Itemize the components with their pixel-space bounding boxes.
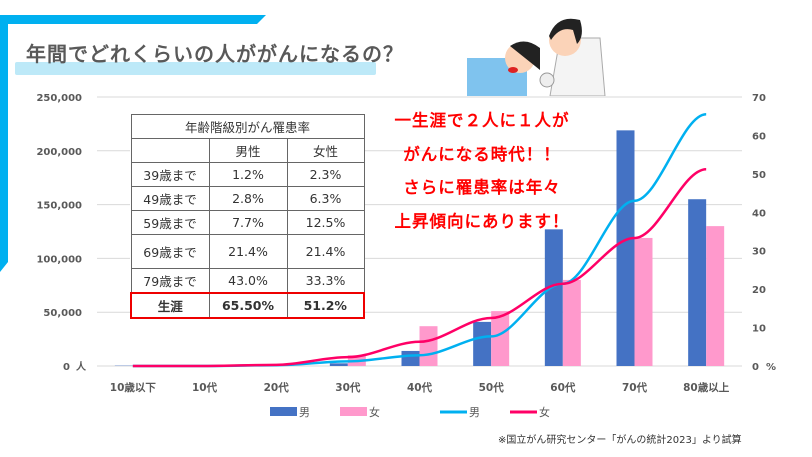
legend-swatch [340,407,367,416]
table-cell: 1.2% [208,162,288,187]
right-tick-label: 30 [752,247,766,258]
right-tick-label: 40 [752,208,766,219]
line-female [132,167,707,368]
incidence-table: 年齢階級別がん罹患率 男性 女性 39歳まで 1.2% 2.3% 49歳まで 2.8% 6… [130,114,365,319]
x-tick-label: 40代 [407,381,433,394]
table-cell: 39歳まで [130,162,210,187]
x-tick-label: 70代 [622,381,648,394]
message-line: 一生涯で２人に１人が [394,111,570,130]
left-tick-label: 200,000 [36,147,82,158]
left-tick-label: 250,000 [36,93,82,104]
bar-female [419,326,438,366]
table-cell: 2.3% [286,162,365,187]
bar-female [491,311,510,366]
table-cell: 49歳まで [130,186,210,211]
table-cell: 12.5% [286,210,365,235]
x-tick-label: 60代 [550,381,576,394]
bar-female [634,237,653,366]
doctor-patient-illustration [467,18,606,96]
legend-label: 男 [469,406,480,419]
bar-male [544,229,563,366]
message-line: 上昇傾向にあります！ [394,211,570,231]
table-title: 年齢階級別がん罹患率 [130,114,365,139]
x-tick-label: 80歳以上 [683,381,730,394]
x-tick-label: 10歳以下 [110,381,157,394]
bar-male [688,199,707,366]
right-axis-unit: % [766,362,776,373]
bar-male [473,321,492,366]
right-tick-label: 70 [752,93,766,104]
legend-label: 女 [539,405,550,419]
table-cell: 生涯 [130,292,210,319]
right-tick-label: 10 [752,324,766,335]
bar-female [562,279,581,366]
bar-male [401,350,420,366]
table-cell: 2.8% [208,186,288,211]
left-tick-label: 150,000 [36,201,82,212]
message-line: がんになる時代！！ [403,144,561,164]
right-tick-label: 60 [752,131,766,142]
table-row: 69歳まで 21.4% 21.4% [130,234,365,269]
left-axis-unit: 人 [76,360,87,373]
right-tick-label: 0 [752,362,759,373]
page-title: 年間でどれくらいの人ががんになるの？ [26,42,404,66]
table-cell: 65.50% [208,292,288,319]
table-cell: 6.3% [286,186,365,211]
table-row: 59歳まで 7.7% 12.5% [130,210,365,235]
legend-label: 女 [369,405,380,419]
right-tick-label: 50 [752,170,766,181]
table-cell: 33.3% [286,268,365,294]
left-tick-label: 100,000 [36,254,82,265]
x-tick-label: 20代 [264,381,290,394]
message-line: さらに罹患率は年々 [403,178,561,197]
table-row-lifetime: 生涯 65.50% 51.2% [130,292,365,319]
bar-male [329,363,348,366]
table-cell: 21.4% [208,234,288,269]
x-tick-label: 10代 [192,381,218,394]
table-cell: 43.0% [208,268,288,294]
bar-male [616,130,635,366]
table-cell: 79歳まで [130,268,210,294]
left-tick-label: 0 [63,362,70,373]
table-cell: 7.7% [208,210,288,235]
right-tick-label: 20 [752,285,766,296]
bar-female [706,226,725,366]
table-row: 39歳まで 1.2% 2.3% [130,162,365,187]
table-header: 男性 [208,138,288,163]
table-header [130,138,210,163]
table-row: 79歳まで 43.0% 33.3% [130,268,365,294]
legend-label: 男 [299,406,310,419]
table-header: 女性 [286,138,365,163]
table-cell: 51.2% [286,292,365,319]
x-tick-label: 50代 [479,381,505,394]
table-cell: 59歳まで [130,210,210,235]
left-tick-label: 50,000 [43,308,82,319]
title-highlight [15,62,376,75]
table-row: 49歳まで 2.8% 6.3% [130,186,365,211]
table-cell: 69歳まで [130,234,210,269]
x-tick-label: 30代 [335,381,361,394]
highlight-message: 一生涯で２人に１人が がんになる時代！！ さらに罹患率は年々 上昇傾向にあります… [372,104,592,238]
legend-swatch [270,407,297,416]
source-footnote: ※国立がん研究センター「がんの統計2023」より試算 [498,435,742,446]
table-cell: 21.4% [286,234,365,269]
